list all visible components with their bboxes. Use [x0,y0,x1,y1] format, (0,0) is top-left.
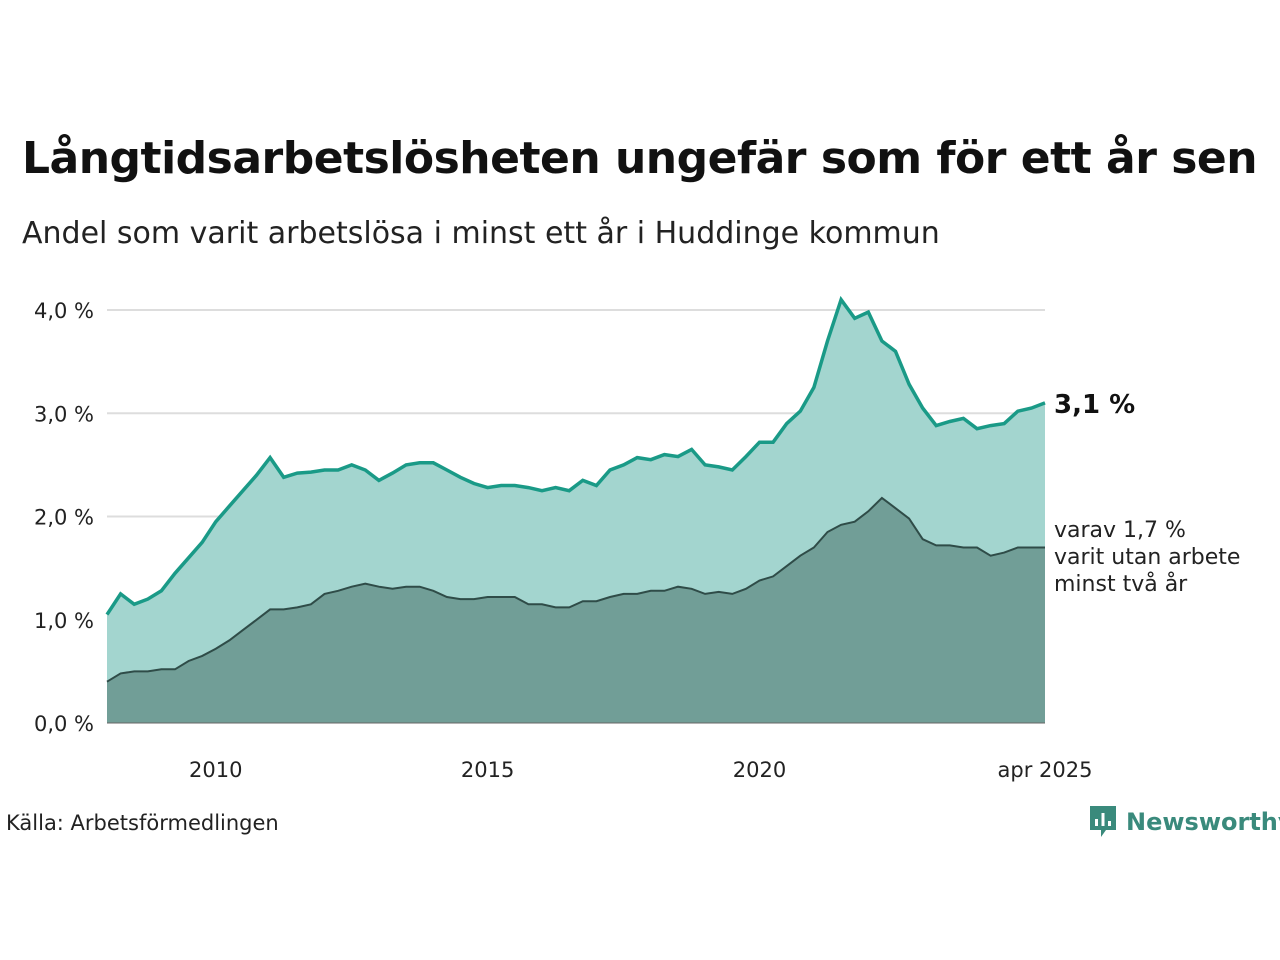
newsworthy-logo[interactable]: Newsworthy [1088,804,1280,840]
x-axis-ticks: 2010 2015 2020 apr 2025 [189,758,1092,782]
x-tick-label: apr 2025 [998,758,1093,782]
y-tick-label: 1,0 % [34,609,94,633]
x-tick-label: 2020 [733,758,786,782]
two-year-area [107,497,1045,723]
sub-series-label: minst två år [1054,571,1188,597]
bar-chart-logo-icon [1090,806,1116,837]
y-tick-label: 2,0 % [34,506,94,530]
logo-text: Newsworthy [1126,808,1280,836]
y-tick-label: 3,0 % [34,402,94,426]
x-tick-label: 2015 [461,758,514,782]
sub-series-label: varav 1,7 % [1054,518,1186,543]
chart-subtitle: Andel som varit arbetslösa i minst ett å… [22,216,940,251]
two-year-line [106,496,1045,683]
y-tick-label: 4,0 % [34,299,94,323]
y-axis-ticks: 0,0 % 1,0 % 2,0 % 3,0 % 4,0 % [34,299,94,736]
end-value-label: 3,1 % [1054,390,1135,420]
chart-areas [105,295,1046,724]
chart-title: Långtidsarbetslösheten ungefär som för e… [22,133,1258,184]
x-tick-label: 2010 [189,758,242,782]
source-note: Källa: Arbetsförmedlingen [6,811,279,835]
y-tick-label: 0,0 % [34,712,94,736]
sub-series-label: varit utan arbete [1054,545,1240,570]
area-chart: 0,0 % 1,0 % 2,0 % 3,0 % 4,0 % 2010 2015 2020 ap… [34,295,1240,782]
total-line [105,295,1046,616]
